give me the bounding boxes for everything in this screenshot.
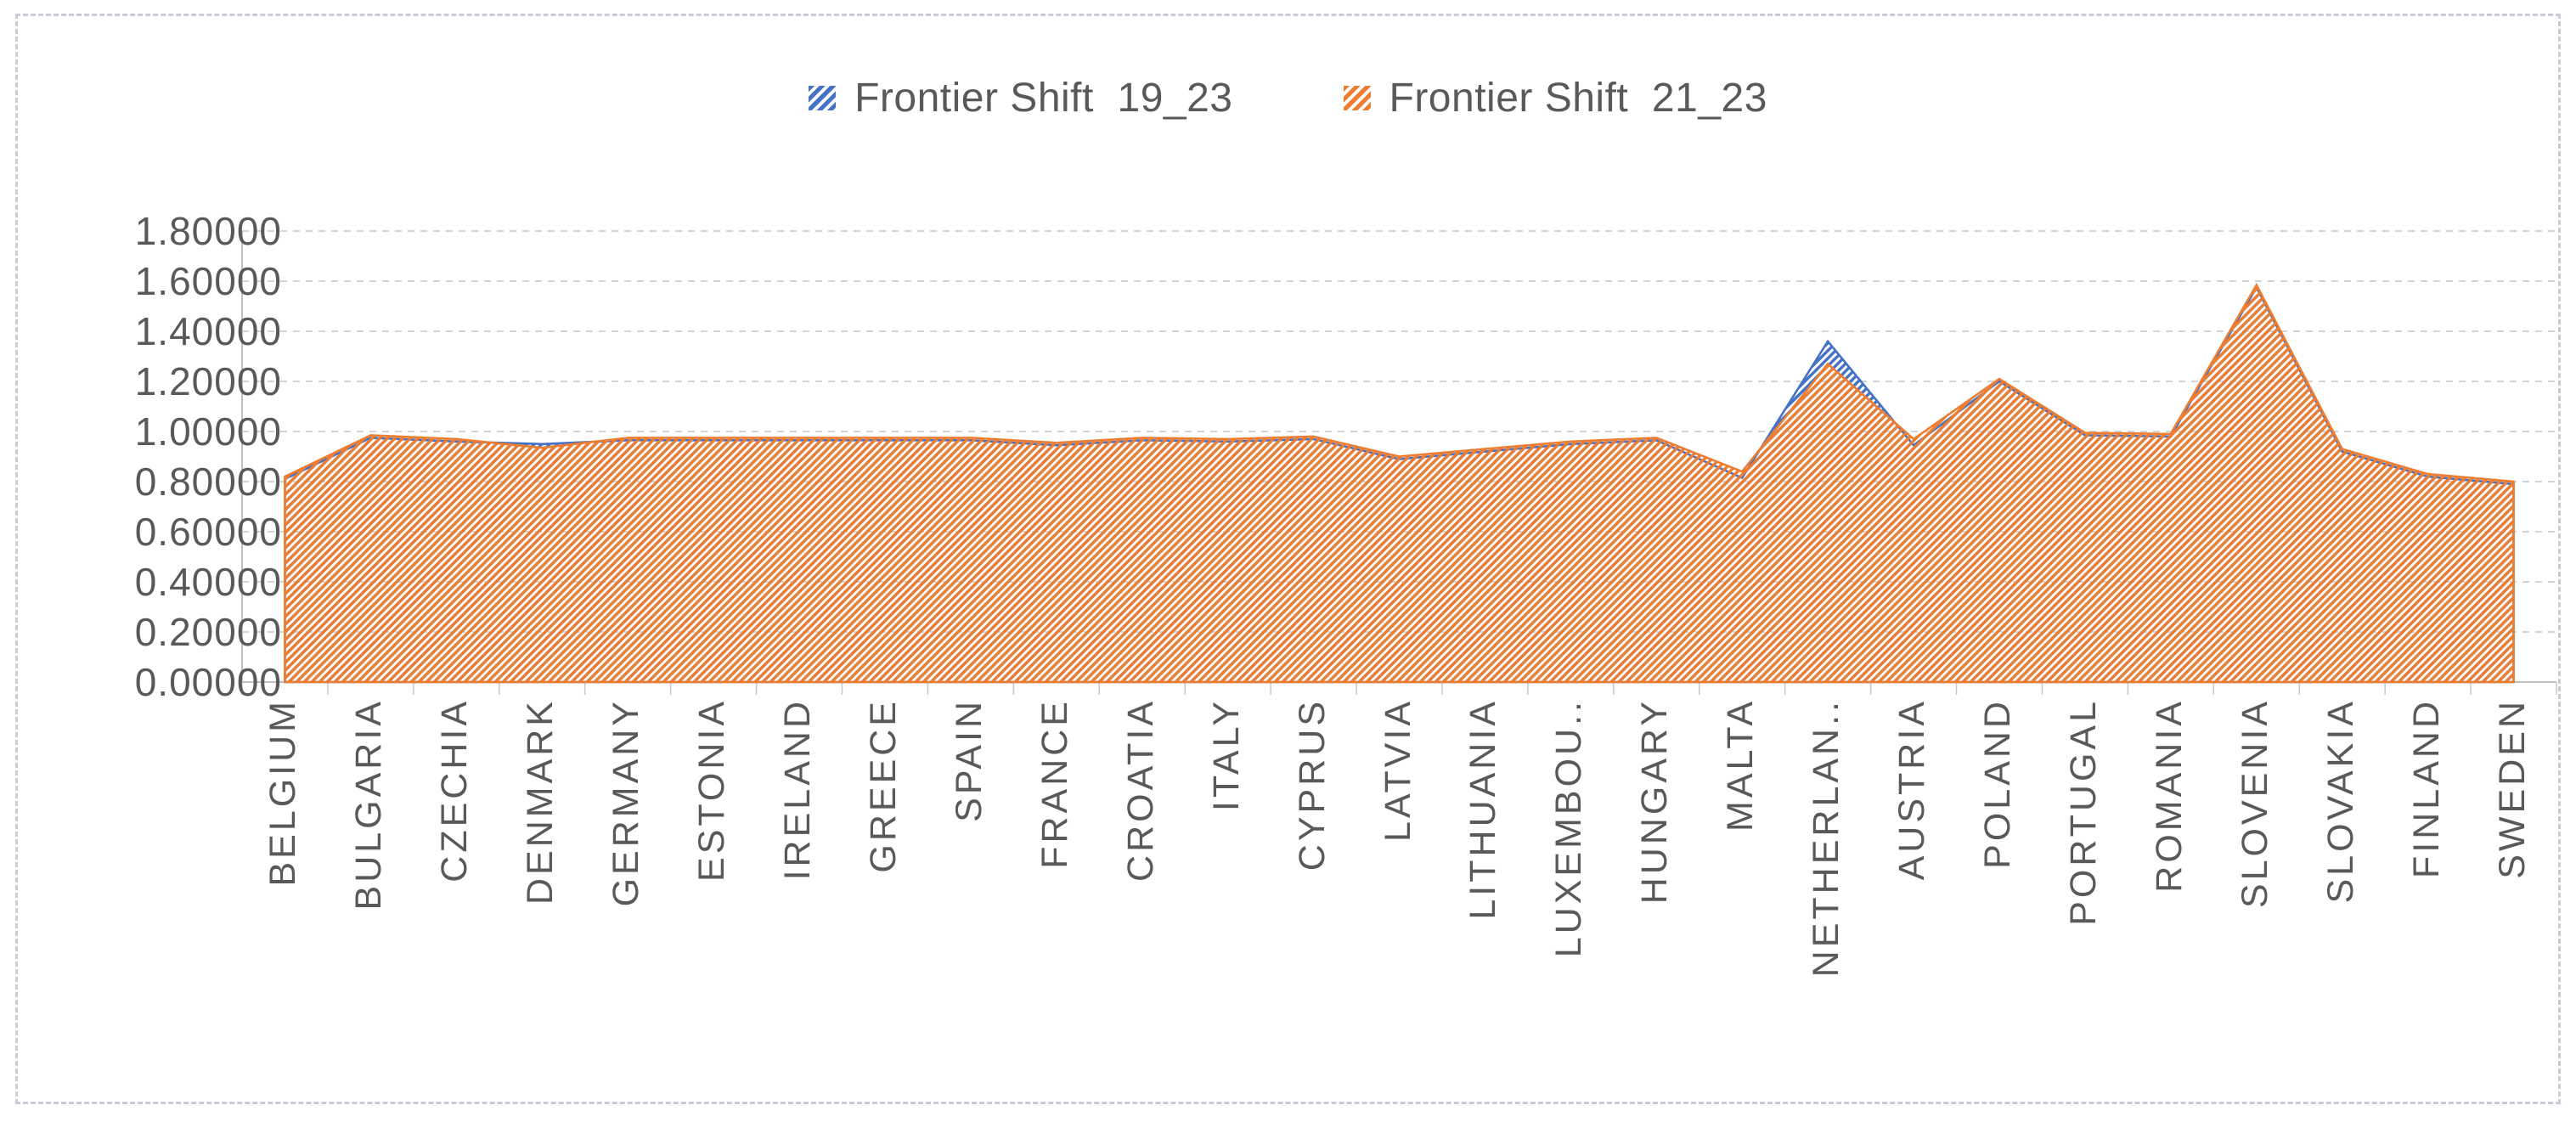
- x-category-label: SPAIN: [948, 698, 989, 822]
- x-category-label: LUXEMBOU..: [1548, 698, 1590, 958]
- x-category-label: ESTONIA: [691, 698, 733, 882]
- x-category-label: BELGIUM: [262, 698, 304, 887]
- area-series-21-23[interactable]: [284, 282, 2515, 684]
- legend-item-21-23[interactable]: Frontier Shift 21_23: [1343, 75, 1767, 121]
- x-category-label: POLAND: [1976, 698, 2018, 869]
- legend-hatch-swatch-icon: [1343, 86, 1371, 110]
- x-category-label: HUNGARY: [1634, 698, 1676, 905]
- y-tick-label: 1.00000: [134, 409, 282, 454]
- y-tick-label: 0.40000: [134, 560, 282, 604]
- y-tick-label: 1.40000: [134, 309, 282, 353]
- x-category-label: AUSTRIA: [1891, 698, 1933, 881]
- x-category-label: ROMANIA: [2148, 698, 2190, 893]
- x-category-label: CROATIA: [1119, 698, 1161, 882]
- x-category-label: CYPRUS: [1291, 698, 1333, 871]
- x-category-label: FINLAND: [2405, 698, 2447, 878]
- legend-hatch-swatch-icon: [809, 86, 837, 110]
- x-category-label: SWEDEN: [2491, 698, 2533, 879]
- x-category-label: GREECE: [862, 698, 904, 873]
- x-category-label: ITALY: [1205, 698, 1247, 812]
- y-tick-label: 1.80000: [134, 209, 282, 253]
- x-category-label: NETHERLAN..: [1806, 698, 1847, 978]
- y-tick-label: 0.20000: [134, 610, 282, 654]
- x-category-label: LATVIA: [1377, 698, 1418, 842]
- x-category-label: MALTA: [1720, 698, 1761, 832]
- x-category-label: IRELAND: [777, 698, 819, 881]
- legend-label: Frontier Shift 19_23: [854, 76, 1233, 121]
- chart-legend: Frontier Shift 19_23 Frontier Shift 21_23: [0, 75, 2576, 121]
- x-category-label: BULGARIA: [348, 698, 390, 911]
- y-tick-label: 0.00000: [134, 660, 282, 704]
- y-tick-label: 0.80000: [134, 460, 282, 504]
- x-category-label: FRANCE: [1034, 698, 1075, 869]
- x-category-label: CZECHIA: [434, 698, 476, 883]
- y-tick-label: 1.60000: [134, 259, 282, 303]
- legend-label: Frontier Shift 21_23: [1389, 76, 1767, 121]
- x-category-label: GERMANY: [606, 698, 647, 907]
- y-tick-label: 0.60000: [134, 510, 282, 554]
- legend-item-19-23[interactable]: Frontier Shift 19_23: [809, 75, 1232, 121]
- y-tick-label: 1.20000: [134, 359, 282, 403]
- x-category-label: SLOVENIA: [2234, 698, 2275, 909]
- x-category-label: DENMARK: [520, 698, 561, 905]
- x-category-label: PORTUGAL: [2062, 698, 2104, 926]
- x-category-label: SLOVAKIA: [2320, 698, 2361, 904]
- x-category-label: LITHUANIA: [1463, 698, 1504, 920]
